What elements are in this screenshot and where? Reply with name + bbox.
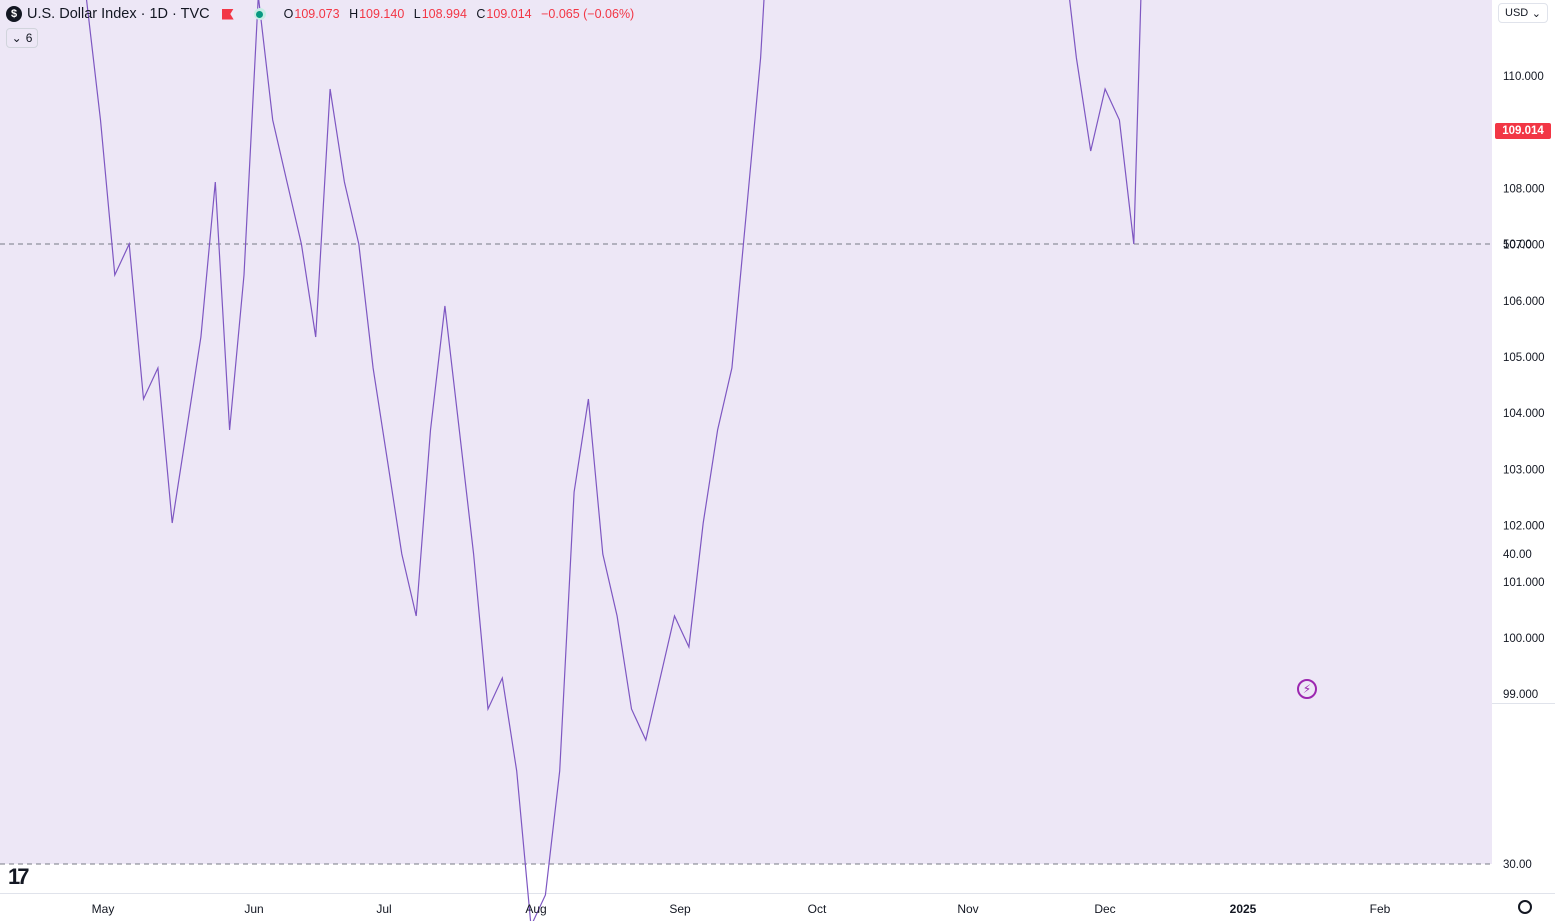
chart-header: $ U.S. Dollar Index · 1D · TVC O109.073 …	[6, 4, 640, 24]
tradingview-logo-icon[interactable]: 17	[8, 864, 30, 889]
price-tick-label: 99.000	[1503, 689, 1538, 701]
price-tick-label: 108.000	[1503, 183, 1545, 195]
rsi-tick-label: 40.00	[1503, 549, 1532, 561]
rsi-band	[0, 0, 1492, 864]
last-price-label: 109.014	[1495, 123, 1551, 139]
time-tick-label: May	[92, 902, 115, 916]
gear-icon[interactable]	[1518, 900, 1532, 914]
close-value: 109.014	[486, 7, 532, 21]
rsi-tick-label: 50.00	[1503, 239, 1532, 251]
dollar-logo-icon: $	[6, 6, 22, 22]
flag-icon[interactable]	[221, 8, 234, 20]
currency-label: USD	[1505, 7, 1529, 19]
market-status-icon[interactable]	[253, 8, 266, 20]
price-tick-label: 105.000	[1503, 352, 1545, 364]
indicators-toggle-button[interactable]: ⌄ 6	[6, 28, 38, 48]
time-tick-label: Feb	[1370, 902, 1391, 916]
price-tick-label: 103.000	[1503, 464, 1545, 476]
time-tick-label: Sep	[669, 902, 691, 916]
price-tick-label: 107.000	[1503, 240, 1545, 252]
price-tick-label: 101.000	[1503, 577, 1545, 589]
chevron-down-icon: ⌄	[1531, 7, 1541, 20]
time-tick-label: Jun	[244, 902, 263, 916]
rsi-line	[85, 0, 1142, 921]
time-tick-label: Jul	[376, 902, 391, 916]
time-tick-label: Dec	[1094, 902, 1115, 916]
currency-selector[interactable]: USD ⌄	[1498, 3, 1548, 23]
time-tick-label: Aug	[525, 902, 546, 916]
ohlc-values: O109.073 H109.140 L108.994 C109.014 −0.0…	[283, 7, 635, 21]
price-tick-label: 110.000	[1503, 71, 1544, 83]
change-value: −0.065 (−0.06%)	[541, 7, 635, 21]
price-tick-label: 104.000	[1503, 408, 1545, 420]
time-tick-label: Oct	[808, 902, 827, 916]
rsi-tick-label: 30.00	[1503, 859, 1532, 871]
rsi-panel	[0, 0, 1492, 921]
low-value: 108.994	[421, 7, 467, 21]
open-value: 109.073	[294, 7, 340, 21]
high-value: 109.140	[359, 7, 405, 21]
price-tick-label: 102.000	[1503, 521, 1545, 533]
time-tick-label: Nov	[957, 902, 978, 916]
lightning-icon[interactable]: ⚡	[1297, 679, 1317, 699]
symbol-title[interactable]: U.S. Dollar Index · 1D · TVC	[27, 6, 210, 22]
price-tick-label: 106.000	[1503, 296, 1545, 308]
chevron-down-icon: ⌄	[11, 31, 22, 45]
indicator-count: 6	[25, 31, 33, 45]
time-tick-label: 2025	[1230, 902, 1257, 916]
price-tick-label: 100.000	[1503, 633, 1545, 645]
